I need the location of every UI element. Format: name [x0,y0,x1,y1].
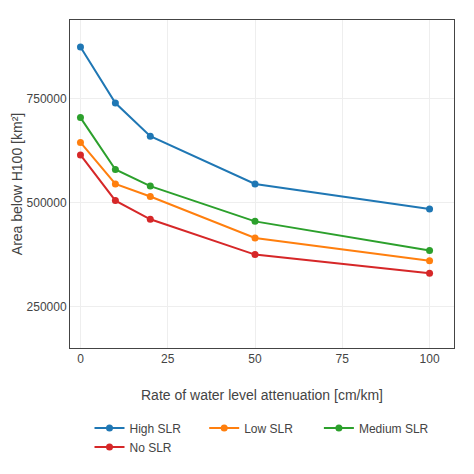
svg-text:50: 50 [248,352,262,366]
svg-text:25: 25 [161,352,175,366]
svg-text:Rate of water level attenuatio: Rate of water level attenuation [cm/km] [141,387,383,403]
svg-text:Area below H100 [km²]: Area below H100 [km²] [9,113,25,255]
svg-text:250000: 250000 [27,300,67,314]
svg-text:Low SLR: Low SLR [244,422,293,436]
svg-text:Medium SLR: Medium SLR [359,422,429,436]
svg-text:No SLR: No SLR [130,441,172,455]
svg-text:750000: 750000 [27,92,67,106]
svg-text:75: 75 [336,352,350,366]
svg-text:100: 100 [420,352,440,366]
svg-text:0: 0 [77,352,84,366]
svg-text:High SLR: High SLR [130,422,182,436]
svg-text:500000: 500000 [27,196,67,210]
